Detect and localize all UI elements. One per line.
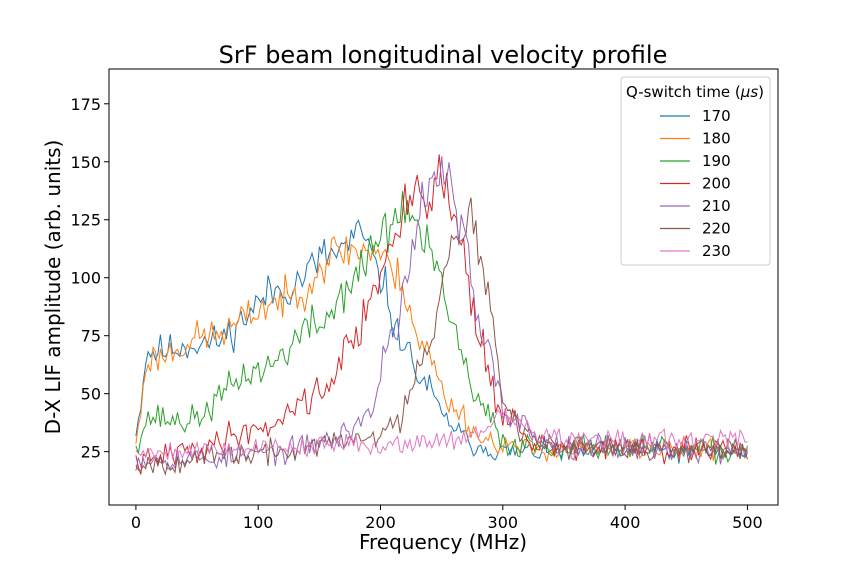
y-tick-label: 175	[70, 95, 101, 114]
x-tick-label: 300	[488, 513, 519, 532]
x-tick-label: 400	[610, 513, 641, 532]
y-tick-label: 25	[81, 443, 101, 462]
legend-label-210: 210	[702, 197, 731, 215]
y-tick-label: 50	[81, 385, 101, 404]
series-line-200	[135, 154, 748, 475]
x-tick-label: 500	[732, 513, 763, 532]
series-line-190	[135, 191, 748, 465]
legend-label-180: 180	[702, 130, 731, 148]
series-line-220	[135, 197, 748, 477]
x-tick-label: 100	[243, 513, 274, 532]
legend: Q-switch time (μs) 170 180 190 200 210 220 230	[620, 76, 771, 266]
chart-title: SrF beam longitudinal velocity profile	[219, 41, 668, 69]
x-axis-label: Frequency (MHz)	[359, 530, 527, 554]
y-tick-label: 75	[81, 327, 101, 346]
legend-label-190: 190	[702, 152, 731, 170]
legend-box	[620, 76, 771, 266]
legend-label-170: 170	[702, 107, 731, 125]
x-tick-label: 0	[131, 513, 141, 532]
legend-title: Q-switch time (μs)	[626, 83, 764, 101]
legend-title-unit: μs	[740, 83, 759, 101]
legend-title-suffix: )	[758, 83, 764, 101]
y-axis-label: D-X LIF amplitude (arb. units)	[41, 140, 65, 435]
y-tick-label: 125	[70, 211, 101, 230]
plot-area	[135, 154, 748, 477]
series-line-230	[135, 408, 748, 460]
axes-frame	[108, 68, 779, 506]
x-tick-label: 200	[365, 513, 396, 532]
legend-entries: 170 180 190 200 210 220 230	[660, 107, 731, 260]
axis-ticks: 0 100 200 300 400 500 25 50 75 100 125 150 175	[70, 95, 762, 532]
legend-label-200: 200	[702, 175, 731, 193]
y-tick-label: 100	[70, 269, 101, 288]
legend-label-230: 230	[702, 242, 731, 260]
legend-title-prefix: Q-switch time (	[626, 83, 741, 101]
legend-label-220: 220	[702, 220, 731, 238]
y-tick-label: 150	[70, 153, 101, 172]
